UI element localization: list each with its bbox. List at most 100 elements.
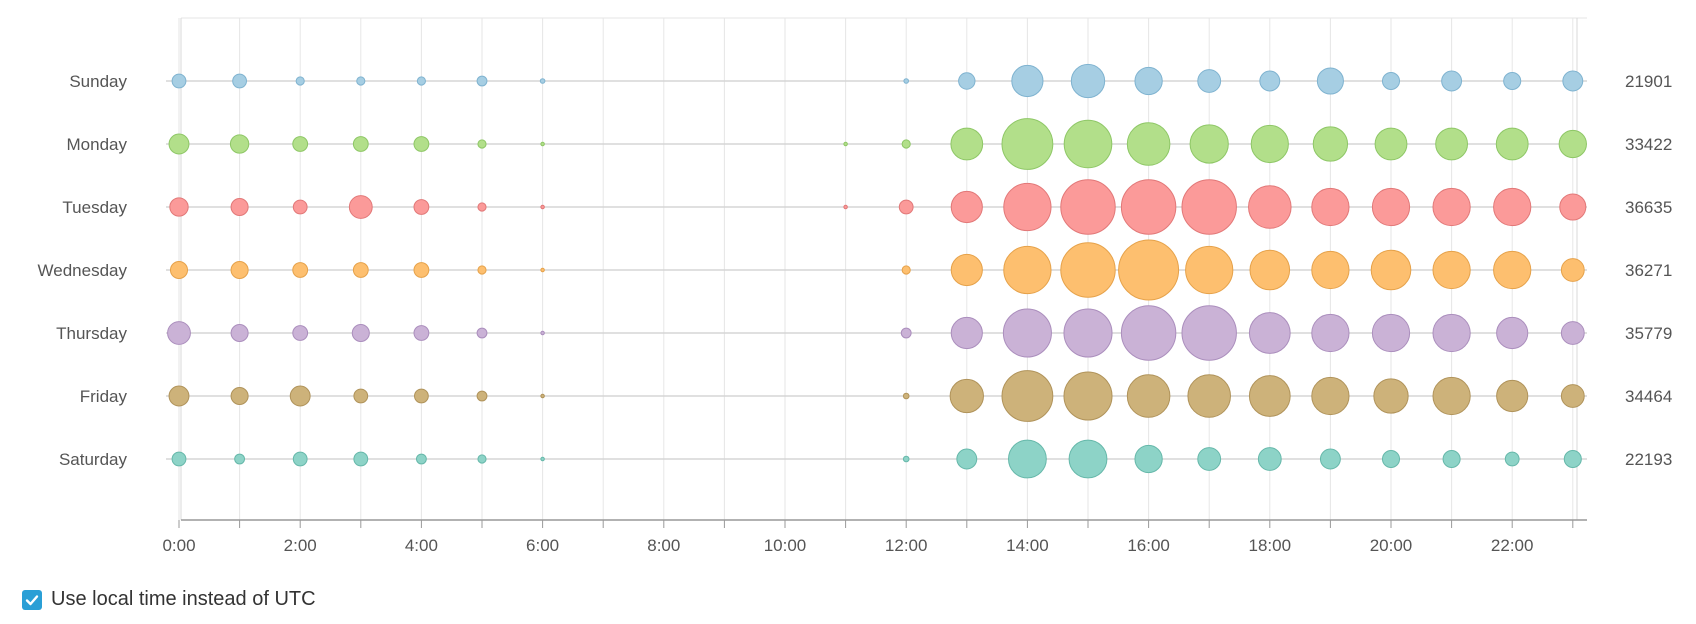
punch-dot — [540, 204, 545, 210]
punch-dot — [476, 327, 488, 339]
punch-dot — [171, 451, 187, 467]
punch-dot — [230, 323, 249, 343]
punch-dot — [230, 386, 249, 406]
punch-dot — [1493, 250, 1532, 290]
punch-dot — [292, 325, 309, 341]
punch-dot — [1563, 449, 1582, 469]
punch-dot — [1118, 239, 1180, 301]
x-tick-label: 6:00 — [526, 536, 559, 555]
punch-dot — [1249, 249, 1291, 291]
punch-dot — [413, 262, 430, 278]
punch-dot — [901, 139, 911, 149]
punch-dot — [1134, 444, 1163, 474]
day-label: Friday — [80, 387, 128, 406]
punch-dot — [230, 260, 249, 280]
punch-dot — [167, 321, 191, 345]
punch-dot — [950, 190, 983, 224]
punch-dot — [292, 199, 308, 215]
punch-dot — [1560, 384, 1585, 408]
punch-dot — [843, 204, 848, 210]
punch-dot — [1503, 71, 1522, 91]
punch-dot — [348, 195, 373, 219]
punch-dot — [1311, 313, 1350, 353]
punch-dot — [1257, 447, 1282, 471]
punch-dot — [902, 455, 910, 463]
punch-dot — [900, 327, 912, 339]
punch-dot — [477, 202, 487, 212]
punch-dot — [1496, 379, 1529, 413]
punch-dot — [1558, 129, 1587, 159]
punch-dot — [289, 385, 311, 407]
punch-dot — [1374, 127, 1408, 161]
x-tick-label: 20:00 — [1370, 536, 1413, 555]
punch-dot — [413, 325, 430, 341]
punch-dot — [1370, 249, 1412, 291]
day-total-label: 36635 — [1625, 198, 1672, 217]
punch-dot — [1493, 187, 1532, 227]
punch-dot — [1002, 308, 1052, 358]
punch-dot — [416, 76, 426, 86]
punch-dot — [1504, 451, 1520, 467]
punch-dot — [1189, 124, 1229, 164]
local-time-checkbox[interactable] — [22, 589, 42, 610]
local-time-label[interactable]: Use local time instead of UTC — [51, 588, 316, 610]
punch-dot — [950, 253, 983, 287]
punch-dot — [229, 134, 250, 154]
punch-dot — [1373, 378, 1409, 414]
punch-dot — [1371, 313, 1411, 353]
punch-dot — [1120, 305, 1177, 361]
day-label: Monday — [67, 135, 128, 154]
punch-dot — [413, 199, 430, 215]
punch-dot — [1371, 187, 1411, 227]
day-label: Wednesday — [38, 261, 128, 280]
x-tick-label: 18:00 — [1249, 536, 1292, 555]
punch-dot — [1250, 124, 1289, 164]
punch-dot — [476, 390, 488, 402]
punch-dot — [292, 262, 309, 278]
day-total-label: 22193 — [1625, 450, 1672, 469]
punch-dot — [1197, 69, 1222, 93]
punch-dot — [1432, 250, 1471, 290]
x-tick-label: 14:00 — [1006, 536, 1049, 555]
punch-dot — [539, 78, 546, 84]
punch-dot — [1259, 70, 1281, 92]
punch-dot — [958, 72, 976, 90]
punch-dot — [1197, 447, 1222, 471]
punch-dot — [540, 267, 545, 273]
punch-dot — [1319, 448, 1341, 470]
punch-dot — [540, 456, 545, 462]
punch-dot — [1560, 321, 1585, 345]
day-total-label: 33422 — [1625, 135, 1672, 154]
punch-dot — [477, 454, 487, 464]
punch-dot — [540, 330, 545, 336]
day-total-label: 35779 — [1625, 324, 1672, 343]
punch-dot — [352, 262, 369, 278]
punch-dot — [1001, 118, 1054, 170]
punch-dot — [169, 260, 189, 280]
punch-dot — [1381, 71, 1401, 91]
punch-dot — [1126, 122, 1171, 166]
punch-dot — [230, 197, 249, 217]
punch-dot — [171, 73, 187, 89]
x-tick-label: 10:00 — [764, 536, 807, 555]
punch-dot — [1060, 179, 1116, 235]
punch-dot — [413, 136, 430, 152]
punch-dot — [1008, 439, 1047, 479]
punch-dot — [1432, 376, 1471, 416]
punch-dot — [1181, 179, 1237, 235]
local-time-option[interactable]: Use local time instead of UTC — [22, 588, 316, 611]
x-tick-label: 16:00 — [1127, 536, 1170, 555]
x-tick-label: 8:00 — [647, 536, 680, 555]
x-tick-label: 12:00 — [885, 536, 928, 555]
punch-dot — [903, 78, 910, 84]
punch-dot — [1312, 126, 1349, 162]
day-total-label: 36271 — [1625, 261, 1672, 280]
punch-dot — [232, 73, 247, 89]
punch-dot — [1060, 242, 1116, 298]
punchcard-chart: 0:00 2:00 4:00 6:00 8:00 10:00 12:00 14:00 16:00… — [38, 17, 1672, 555]
day-label: Thursday — [56, 324, 127, 343]
punch-dot — [1001, 370, 1054, 422]
punch-dot — [295, 76, 305, 86]
day-label: Saturday — [59, 450, 128, 469]
punch-dot — [1003, 182, 1052, 232]
